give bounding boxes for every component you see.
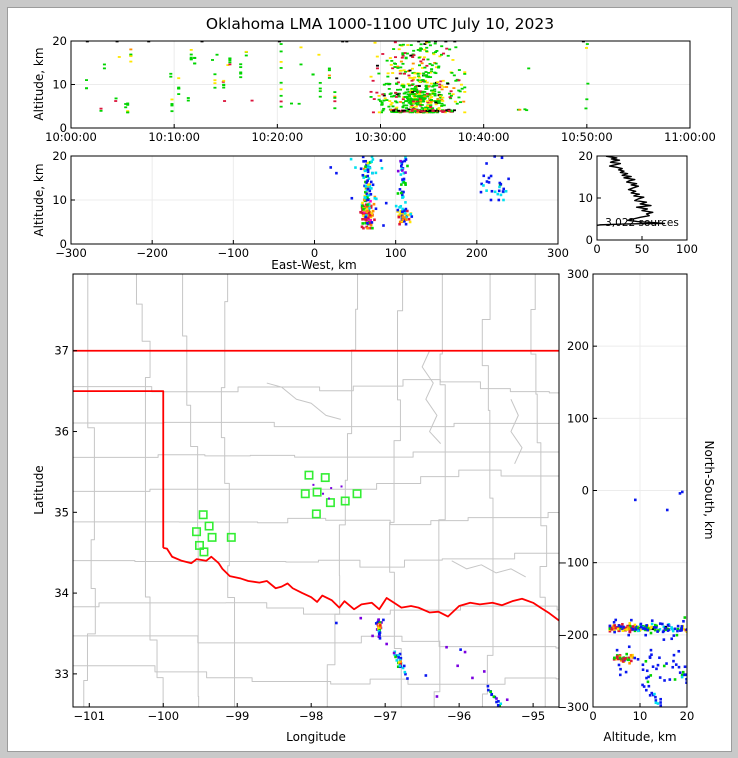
svg-text:0: 0: [586, 233, 593, 247]
svg-text:33: 33: [54, 667, 69, 681]
svg-text:−300: −300: [557, 700, 589, 714]
svg-text:11:00:00: 11:00:00: [664, 130, 716, 144]
svg-text:10:20:00: 10:20:00: [252, 130, 304, 144]
ew-height-xlabel: East-West, km: [271, 258, 357, 272]
svg-text:−200: −200: [136, 246, 168, 260]
svg-text:0: 0: [60, 121, 67, 135]
svg-text:100: 100: [385, 246, 407, 260]
svg-text:300: 300: [567, 267, 589, 281]
figure-title: Oklahoma LMA 1000-1100 UTC July 10, 2023: [205, 15, 555, 33]
svg-text:200: 200: [567, 339, 589, 353]
ew-height-ylabel: Altitude, km: [32, 163, 46, 237]
ns-xlabel: Altitude, km: [603, 730, 677, 744]
svg-text:50: 50: [635, 242, 650, 256]
svg-text:37: 37: [54, 344, 69, 358]
svg-text:10:50:00: 10:50:00: [561, 130, 613, 144]
svg-text:10:30:00: 10:30:00: [355, 130, 407, 144]
svg-text:10:40:00: 10:40:00: [458, 130, 510, 144]
svg-text:0: 0: [311, 246, 318, 260]
svg-text:−97: −97: [373, 709, 397, 723]
svg-text:35: 35: [54, 505, 69, 519]
svg-text:−98: −98: [299, 709, 323, 723]
time-height-ylabel: Altitude, km: [32, 47, 46, 121]
svg-text:20: 20: [578, 149, 593, 163]
svg-text:10: 10: [633, 709, 648, 723]
plot-canvas: 10:00:00 10:10:00 10:20:00 10:30:00 10:40:00…: [45, 34, 716, 723]
svg-text:20: 20: [680, 709, 695, 723]
svg-text:−101: −101: [73, 709, 105, 723]
source-count-annotation: 3,022 sources: [605, 217, 679, 229]
svg-text:10: 10: [52, 78, 67, 92]
svg-text:20: 20: [52, 149, 67, 163]
lma-figure: 10:00:00 10:10:00 10:20:00 10:30:00 10:40:00…: [7, 7, 732, 752]
svg-text:0: 0: [60, 237, 67, 251]
svg-text:−200: −200: [557, 628, 589, 642]
svg-text:−100: −100: [147, 709, 179, 723]
map-ylabel: Latitude: [32, 465, 46, 515]
svg-text:200: 200: [466, 246, 488, 260]
svg-text:10:00:00: 10:00:00: [45, 130, 97, 144]
svg-text:−99: −99: [225, 709, 249, 723]
svg-text:10: 10: [578, 191, 593, 205]
ns-ylabel: North-South, km: [702, 440, 716, 540]
svg-text:34: 34: [54, 586, 69, 600]
svg-text:−100: −100: [557, 556, 589, 570]
svg-text:10: 10: [52, 193, 67, 207]
svg-text:0: 0: [593, 242, 600, 256]
svg-text:−95: −95: [521, 709, 545, 723]
svg-text:0: 0: [589, 709, 596, 723]
svg-text:300: 300: [547, 246, 569, 260]
svg-text:100: 100: [567, 411, 589, 425]
svg-text:−100: −100: [218, 246, 250, 260]
svg-text:20: 20: [52, 34, 67, 48]
svg-text:0: 0: [582, 484, 589, 498]
svg-text:36: 36: [54, 425, 69, 439]
map-xlabel: Longitude: [286, 730, 346, 744]
svg-text:−96: −96: [447, 709, 471, 723]
svg-text:10:10:00: 10:10:00: [148, 130, 200, 144]
svg-text:100: 100: [676, 242, 698, 256]
svg-text:−300: −300: [55, 246, 87, 260]
